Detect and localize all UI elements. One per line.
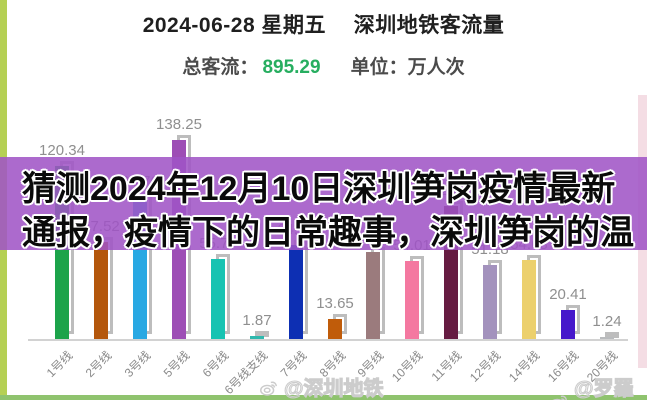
weibo-icon [260,381,278,396]
chart-title: 2024-06-28 星期五 深圳地铁客流量 [142,14,505,37]
value-label-1号线: 120.34 [39,142,85,159]
watermark-center-text: @深圳地铁 [283,377,384,400]
value-label-6号线支线: 1.87 [242,312,272,329]
value-label-16号线: 20.41 [549,286,587,303]
bar-6号线支线 [250,336,264,339]
bar-12号线 [483,265,497,339]
watermark-right-text: @罗羅交通 [573,377,634,400]
watermark-luoluo-traffic: @罗羅交通 [548,372,647,400]
x-axis-line [28,339,628,341]
bar-7号线 [289,245,303,339]
bar-6号线 [211,259,225,339]
bar-16号线 [561,310,575,339]
bar-2号线 [94,242,108,339]
bar-14号线 [522,260,536,339]
bar-10号线 [405,261,419,339]
bar-8号线 [328,319,342,339]
value-label-8号线: 13.65 [316,295,354,312]
purple-caption-banner: 猜测2024年12月10日深圳笋岗疫情最新 通报，疫情下的日常趣事，深圳笋岗的温 [0,157,647,250]
bar-9号线 [366,252,380,339]
bar-shadow [255,331,269,337]
banner-text-line2: 通报，疫情下的日常趣事，深圳笋岗的温 [22,214,634,250]
bottom-border-stripe [0,395,647,400]
total-flow-value: 895.29 [262,57,321,78]
weibo-icon [552,395,568,400]
chart-subtitle: 总客流： 895.29 单位：万人次 [0,52,647,79]
banner-text-line1: 猜测2024年12月10日深圳笋岗疫情最新 [22,170,616,208]
watermark-shenzhen-metro: @深圳地铁 [258,372,384,400]
bar-20号线 [600,337,614,339]
bar-shadow [605,332,619,338]
total-flow-label: 总客流： [182,57,259,78]
value-label-20号线: 1.24 [592,313,622,330]
unit-label: 单位：万人次 [350,57,465,78]
value-label-5号线: 138.25 [156,116,202,133]
